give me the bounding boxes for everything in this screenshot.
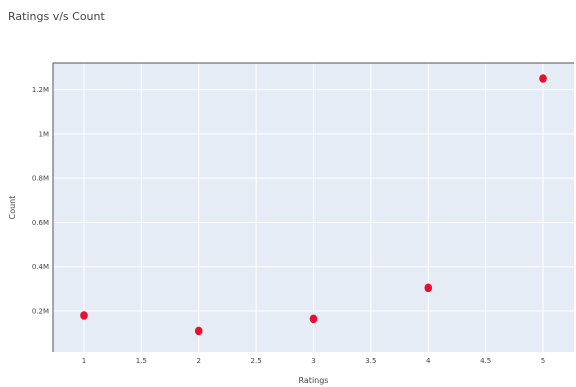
grid-lines xyxy=(53,63,574,352)
data-point xyxy=(539,74,547,83)
data-points xyxy=(80,74,547,336)
y-tick-label: 0.6M xyxy=(32,219,49,227)
y-axis-title: Count xyxy=(8,196,17,220)
x-tick-label: 4 xyxy=(426,357,431,365)
x-tick-label: 2.5 xyxy=(251,357,262,365)
y-tick-label: 0.2M xyxy=(32,308,49,316)
data-point xyxy=(309,314,318,324)
axis-lines xyxy=(52,62,574,352)
x-tick-label: 3.5 xyxy=(365,357,376,365)
x-tick-label: 3 xyxy=(311,357,315,365)
x-tick-label: 1 xyxy=(82,357,86,365)
y-tick-label: 0.4M xyxy=(32,263,49,271)
chart-title: Ratings v/s Count xyxy=(8,10,105,23)
y-axis-ticks: 0.2M 0.4M 0.6M 0.8M 1M 1.2M xyxy=(32,86,49,315)
x-tick-label: 2 xyxy=(197,357,201,365)
x-tick-label: 1.5 xyxy=(136,357,147,365)
data-point xyxy=(80,311,88,320)
y-tick-label: 1M xyxy=(39,130,50,138)
y-tick-label: 1.2M xyxy=(32,86,49,94)
x-axis-title: Ratings xyxy=(299,376,329,385)
y-tick-label: 0.8M xyxy=(32,175,49,183)
x-tick-label: 4.5 xyxy=(480,357,491,365)
data-point xyxy=(194,326,203,336)
x-tick-label: 5 xyxy=(541,357,545,365)
x-axis-ticks: 1 1.5 2 2.5 3 3.5 4 4.5 5 xyxy=(82,357,545,365)
data-point xyxy=(424,283,433,293)
